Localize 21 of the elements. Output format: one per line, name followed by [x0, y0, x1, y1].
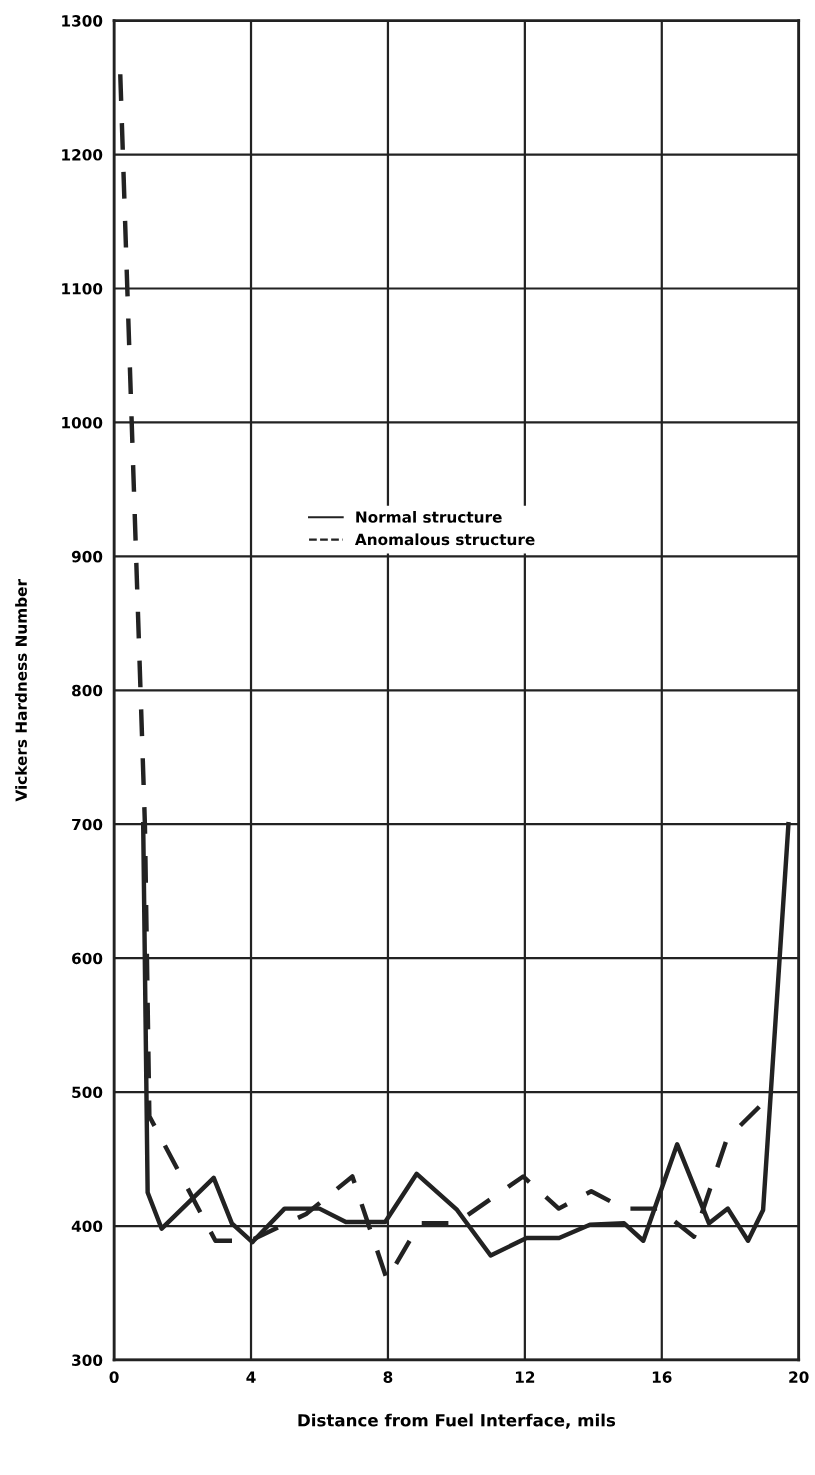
x-tick-label: 0: [109, 1371, 119, 1383]
x-tick-label: 8: [383, 1371, 393, 1383]
x-tick-label: 12: [515, 1371, 535, 1383]
y-tick-label: 1200: [62, 149, 103, 161]
y-tick-label: 1300: [62, 15, 103, 27]
y-axis-title: Vickers Hardness Number: [15, 579, 27, 802]
y-tick-label: 1100: [62, 282, 103, 295]
legend-label: Anomalous structure: [354, 533, 535, 546]
x-tick-label: 20: [789, 1371, 809, 1383]
y-tick-label: 400: [71, 1220, 103, 1233]
x-tick-label: 16: [652, 1371, 672, 1383]
x-axis-title: Distance from Fuel Interface, mils: [298, 1413, 616, 1429]
legend-label: Normal structure: [356, 510, 502, 523]
y-tick-label: 700: [72, 818, 103, 831]
y-tick-label: 600: [72, 952, 103, 965]
y-tick-label: 900: [71, 550, 103, 563]
y-tick-label: 300: [72, 1354, 103, 1366]
x-tick-label: 4: [246, 1371, 256, 1383]
y-tick-label: 500: [72, 1086, 103, 1099]
y-tick-label: 1000: [62, 416, 103, 429]
y-tick-label: 800: [72, 684, 103, 697]
